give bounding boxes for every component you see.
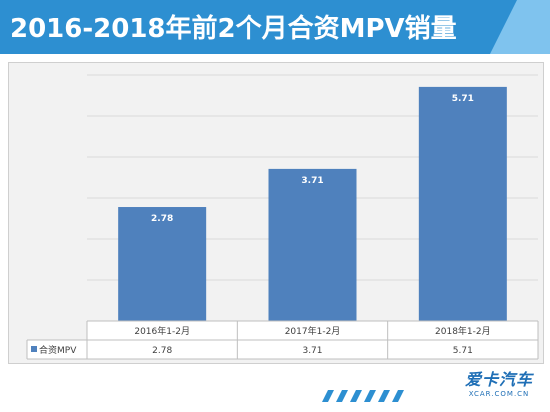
title-banner: 2016-2018年前2个月合资MPV销量	[0, 0, 550, 54]
bar	[418, 86, 507, 321]
logo-text: 爱卡汽车	[464, 370, 533, 389]
data-label: 3.71	[301, 176, 323, 186]
logo-domain: XCAR.COM.CN	[468, 390, 530, 398]
table-value: 5.71	[453, 346, 473, 356]
page-title: 2016-2018年前2个月合资MPV销量	[10, 14, 457, 44]
bar	[118, 207, 207, 321]
bar	[268, 168, 357, 321]
bar-chart: 2.78 3.71 5.71 2016年1-2月 2.78 2017年1-2月 3.71 20…	[26, 74, 539, 360]
category-label: 2016年1-2月	[134, 325, 190, 337]
data-label: 5.71	[452, 94, 474, 104]
table-legend-cell	[27, 340, 87, 359]
table-value: 2.78	[152, 346, 172, 356]
data-label: 2.78	[151, 214, 173, 224]
table-value: 3.71	[302, 346, 322, 356]
xcar-logo: 爱卡汽车 XCAR.COM.CN	[460, 366, 538, 398]
category-label: 2017年1-2月	[285, 325, 341, 337]
chart-panel: 2.78 3.71 5.71 2016年1-2月 2.78 2017年1-2月 3.71 20…	[8, 62, 544, 364]
decorative-stripes	[322, 390, 404, 402]
legend-label: 合资MPV	[39, 344, 77, 356]
banner-stripe	[490, 0, 550, 54]
legend-swatch	[31, 346, 37, 352]
category-label: 2018年1-2月	[435, 325, 491, 337]
